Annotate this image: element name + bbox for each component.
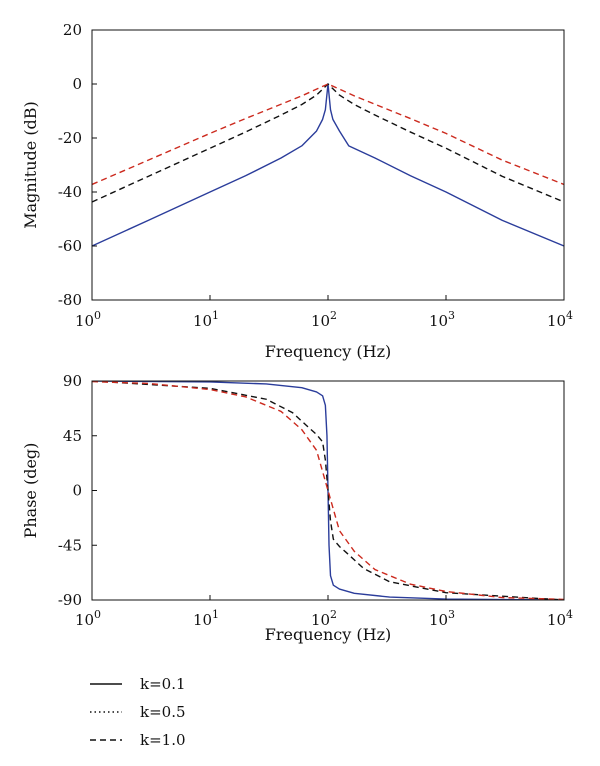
phase-x-tick-label: 103 bbox=[429, 608, 455, 629]
magnitude-x-tick-label: 104 bbox=[547, 309, 573, 330]
phase-series-red-dashed bbox=[92, 381, 564, 600]
phase-y-tick-label: 0 bbox=[72, 482, 82, 500]
magnitude-y-tick-label: 20 bbox=[63, 21, 82, 39]
magnitude-x-tick-label: 102 bbox=[311, 309, 337, 330]
phase-x-tick-label: 100 bbox=[75, 608, 101, 629]
phase-y-tick-label: 90 bbox=[63, 372, 82, 390]
legend-label-k-0-1: k=0.1 bbox=[140, 675, 186, 693]
magnitude-y-tick-label: -20 bbox=[58, 129, 82, 147]
phase-y-tick-label: -45 bbox=[58, 536, 82, 554]
magnitude-x-tick-label: 100 bbox=[75, 309, 101, 330]
magnitude-x-tick-label: 103 bbox=[429, 309, 455, 330]
legend-label-k-1-0: k=1.0 bbox=[140, 731, 186, 749]
phase-y-tick-label: 45 bbox=[63, 427, 82, 445]
magnitude-x-tick-label: 101 bbox=[193, 309, 219, 330]
magnitude-series-k-1-0 bbox=[92, 83, 564, 203]
legend: k=0.1 k=0.5 k=1.0 bbox=[90, 675, 186, 749]
magnitude-y-tick-label: -40 bbox=[58, 183, 82, 201]
phase-x-tick-label: 104 bbox=[547, 608, 573, 629]
phase-x-axis-label: Frequency (Hz) bbox=[265, 625, 392, 644]
phase-x-tick-label: 102 bbox=[311, 608, 337, 629]
phase-series-k-1-0 bbox=[92, 381, 564, 600]
phase-plot: 100 101 102 103 104 90 45 0 -45 -90 Frequency (Hz)… bbox=[21, 372, 573, 644]
magnitude-y-tick-label: -80 bbox=[58, 291, 82, 309]
legend-label-k-0-5: k=0.5 bbox=[140, 703, 186, 721]
phase-y-axis-label: Phase (deg) bbox=[21, 443, 40, 539]
magnitude-plot: 100 101 102 103 104 20 0 -20 -40 -60 -80 Frequency … bbox=[21, 21, 573, 361]
phase-y-tick-label: -90 bbox=[58, 591, 82, 609]
magnitude-plot-frame bbox=[91, 29, 565, 301]
magnitude-series-red-dashed bbox=[92, 83, 564, 186]
magnitude-y-axis-label: Magnitude (dB) bbox=[21, 101, 40, 229]
magnitude-y-tick-label: -60 bbox=[58, 237, 82, 255]
magnitude-y-tick-label: 0 bbox=[72, 75, 82, 93]
magnitude-series-k-0-1 bbox=[92, 83, 564, 247]
magnitude-x-axis-label: Frequency (Hz) bbox=[265, 342, 392, 361]
phase-x-tick-label: 101 bbox=[193, 608, 219, 629]
